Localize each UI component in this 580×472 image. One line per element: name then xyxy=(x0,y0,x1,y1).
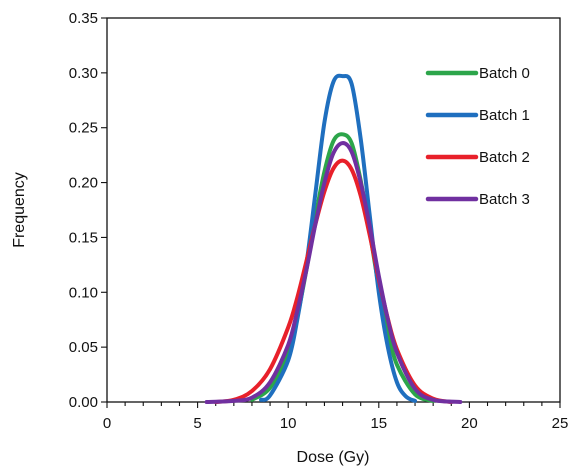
y-tick-label: 0.30 xyxy=(69,65,98,82)
series-line-batch-3 xyxy=(204,141,463,404)
axes: 0 5 10 15 20 25 0.00 0.05 0.10 0.15 0.20 0.25 0.30 0.… xyxy=(69,10,569,432)
y-axis-title: Frequency xyxy=(11,172,28,248)
y-tick-label: 0.00 xyxy=(69,394,98,411)
legend-label-batch-0: Batch 0 xyxy=(479,65,530,82)
series-line-batch-2 xyxy=(213,158,454,404)
x-tick-label: 10 xyxy=(280,415,297,432)
plot-frame xyxy=(106,17,561,403)
series-layer xyxy=(204,73,463,404)
legend-label-batch-1: Batch 1 xyxy=(479,107,530,124)
x-tick-label: 15 xyxy=(370,415,387,432)
x-tick-label: 20 xyxy=(461,415,478,432)
plot-area xyxy=(106,17,561,403)
legend-label-batch-3: Batch 3 xyxy=(479,191,530,208)
legend-label-batch-2: Batch 2 xyxy=(479,149,530,166)
y-tick-label: 0.15 xyxy=(69,229,98,246)
y-tick-label: 0.35 xyxy=(69,10,98,27)
y-tick-label: 0.05 xyxy=(69,339,98,356)
series-line-batch-0 xyxy=(249,132,436,403)
x-tick-label: 25 xyxy=(552,415,569,432)
legend: Batch 0 Batch 1 Batch 2 Batch 3 xyxy=(425,65,530,208)
y-tick-label: 0.25 xyxy=(69,120,98,137)
series-line-batch-1 xyxy=(259,73,418,403)
x-tick-label: 5 xyxy=(193,415,201,432)
x-tick-label: 0 xyxy=(103,415,111,432)
x-axis-title: Dose (Gy) xyxy=(297,449,370,466)
y-tick-label: 0.20 xyxy=(69,175,98,192)
y-tick-label: 0.10 xyxy=(69,284,98,301)
